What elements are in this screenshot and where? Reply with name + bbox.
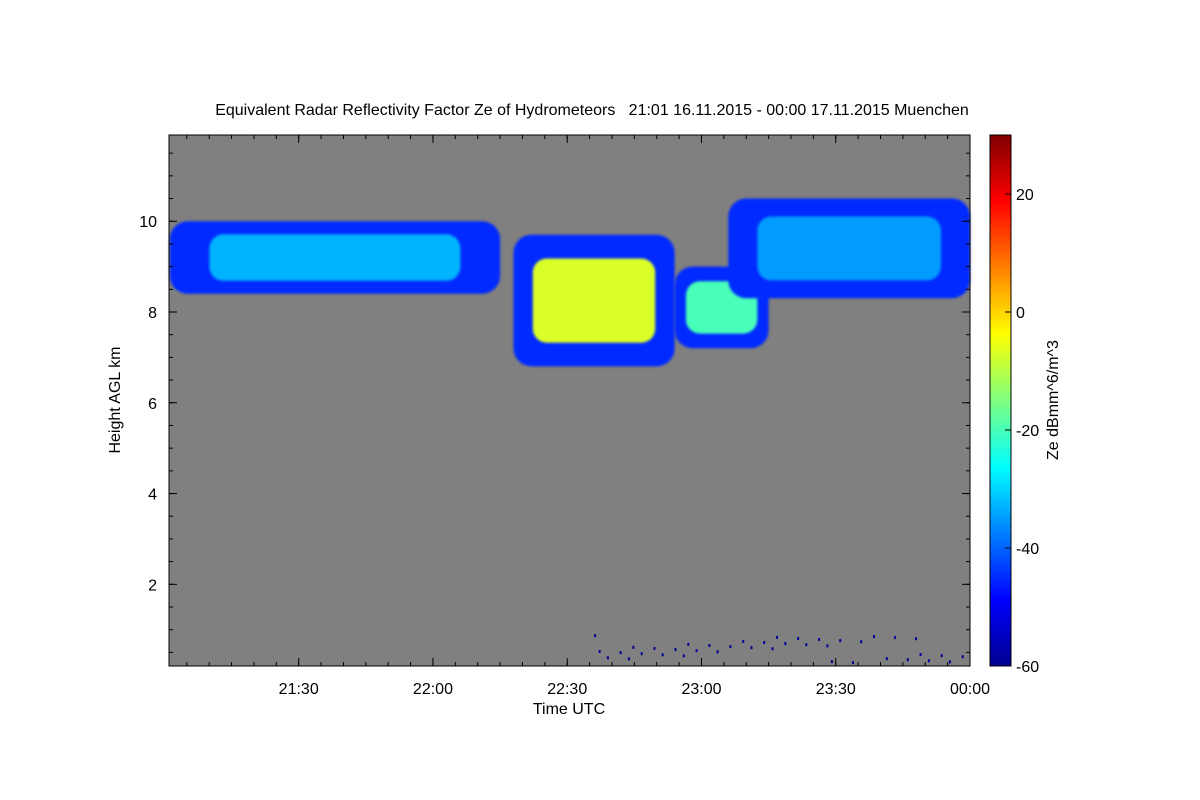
echo-speckle (674, 648, 677, 652)
x-tick-label: 22:30 (547, 681, 587, 698)
echo-speckle (860, 640, 863, 644)
y-axis-label: Height AGL km (107, 346, 124, 453)
echo-speckle (805, 643, 808, 647)
echo-speckle (776, 635, 778, 639)
echo-speckle (632, 645, 635, 649)
echo-speckle (839, 639, 842, 643)
echo-speckle (961, 655, 964, 659)
echo-speckle (716, 650, 719, 654)
y-tick-label: 4 (148, 487, 157, 504)
x-tick-label: 22:00 (413, 681, 453, 698)
echo-speckle (830, 660, 833, 664)
echo-speckle (906, 658, 909, 662)
echo-speckle (927, 659, 930, 663)
echo-speckle (771, 647, 774, 651)
echo-speckle (606, 656, 609, 660)
echo-speckle (729, 645, 732, 649)
echo-speckle (940, 654, 943, 658)
colorbar (989, 134, 1012, 667)
echo-speckle (763, 641, 766, 644)
echo-speckle (885, 657, 888, 661)
y-tick-label: 2 (148, 577, 157, 594)
echo-speckle (598, 650, 601, 653)
colorbar-tick-label: 0 (1016, 305, 1025, 322)
echo-speckle (797, 637, 800, 640)
echo-speckle (687, 642, 690, 646)
echo-region-core (757, 216, 941, 281)
colorbar-tick-label: -60 (1016, 659, 1039, 676)
x-tick-label: 23:00 (681, 681, 721, 698)
echo-speckle (873, 635, 875, 638)
echo-speckle (915, 637, 918, 641)
echo-speckle (894, 636, 897, 640)
radar-echo-layer (169, 198, 970, 665)
y-axis-ticks: 2 4 6 8 10 (139, 152, 970, 653)
chart-title: Equivalent Radar Reflectivity Factor Ze … (215, 102, 969, 119)
echo-speckle (826, 644, 829, 648)
echo-speckle (784, 642, 787, 646)
echo-speckle (653, 647, 656, 650)
echo-speckle (594, 634, 597, 638)
echo-speckle (919, 653, 922, 656)
x-tick-label: 00:00 (950, 681, 990, 698)
x-axis-label: Time UTC (533, 701, 605, 718)
x-tick-label: 21:30 (279, 681, 319, 698)
echo-speckle (852, 661, 854, 665)
colorbar-ticks: -60 -40 -20 0 20 (1005, 187, 1039, 676)
echo-speckle (661, 653, 664, 657)
y-tick-label: 10 (139, 214, 157, 231)
echo-speckle (640, 652, 643, 656)
echo-region-core (532, 258, 656, 343)
echo-speckle (627, 657, 630, 661)
x-axis-ticks: 21:30 22:00 22:30 23:00 23:30 00:00 (186, 135, 990, 698)
echo-speckle (619, 651, 622, 655)
colorbar-tick-label: -20 (1016, 423, 1039, 440)
x-tick-label: 23:30 (816, 681, 856, 698)
echo-region-core (209, 234, 461, 281)
echo-speckle (682, 654, 685, 658)
echo-speckle (750, 646, 753, 650)
echo-speckle (742, 639, 745, 643)
y-tick-label: 6 (148, 396, 157, 413)
colorbar-tick-label: -40 (1016, 541, 1039, 558)
echo-speckle (708, 644, 711, 647)
echo-speckle (818, 638, 821, 641)
plot-frame (168, 134, 971, 667)
colorbar-label: Ze dBmm^6/m^3 (1045, 340, 1062, 460)
y-tick-label: 8 (148, 305, 157, 322)
colorbar-tick-label: 20 (1016, 187, 1034, 204)
echo-speckle (948, 660, 951, 664)
echo-speckle (695, 649, 698, 653)
